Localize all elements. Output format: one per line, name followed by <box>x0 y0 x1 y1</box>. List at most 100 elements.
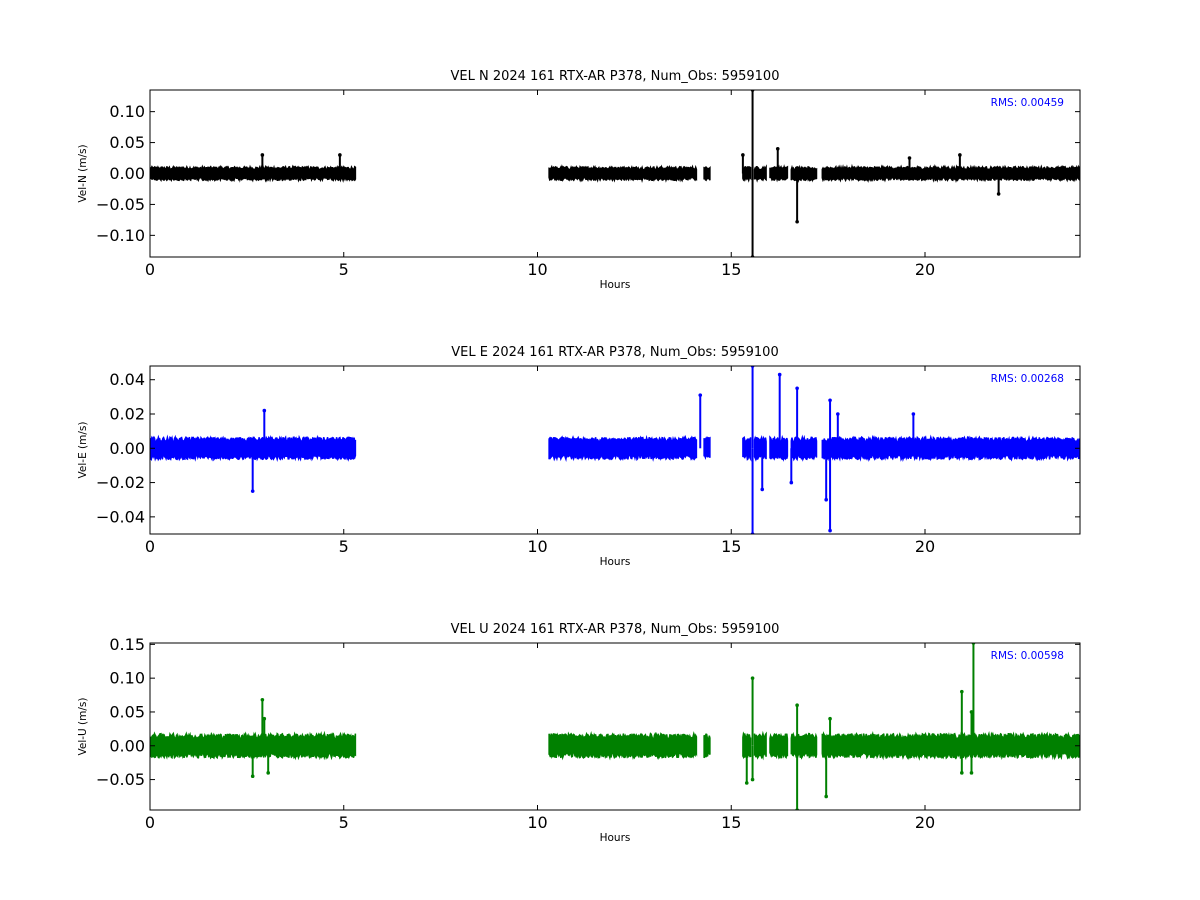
series-3-spike-point-8 <box>960 771 964 775</box>
y-tick-label: 0.00 <box>109 439 145 458</box>
series-2-spike-point-13 <box>262 408 267 413</box>
x-tick-label: 0 <box>145 260 155 279</box>
y-tick-label: 0.15 <box>109 635 145 654</box>
series-3-spike-point-6 <box>960 689 964 694</box>
series-2-spike-point-6 <box>828 398 832 403</box>
series-2-spike-point-11 <box>760 487 765 492</box>
x-tick-label: 15 <box>721 813 741 832</box>
rms-annotation: RMS: 0.00459 <box>991 97 1064 109</box>
y-tick-label: 0.05 <box>109 702 145 721</box>
y-axis-label: Vel-E (m/s) <box>77 422 89 479</box>
series-2-spike-point-3 <box>777 372 782 377</box>
series-2-spike-point-4 <box>795 386 799 391</box>
series-area <box>150 643 1080 810</box>
series-2-spike-point-5 <box>698 393 703 397</box>
x-tick-label: 20 <box>915 813 935 832</box>
chart-title: VEL U 2024 161 RTX-AR P378, Num_Obs: 595… <box>451 622 780 637</box>
series-3-spike-point-2 <box>750 777 755 782</box>
series-area <box>150 366 1080 534</box>
series-1-segment-3 <box>703 165 711 182</box>
series-2-spike-point-7 <box>836 412 840 416</box>
series-1-spike-point-4 <box>795 219 799 224</box>
x-tick-label: 10 <box>527 813 547 832</box>
x-tick-label: 5 <box>339 260 349 279</box>
series-1-spike-point-9 <box>907 156 912 160</box>
series-2-spike-point-9 <box>824 497 828 502</box>
y-tick-label: 0.02 <box>109 405 145 424</box>
rms-annotation: RMS: 0.00268 <box>991 373 1064 385</box>
series-1-spike-point-6 <box>260 153 265 157</box>
y-tick-label: −0.02 <box>96 473 145 492</box>
series-3-segment-3 <box>703 733 711 759</box>
series-2-segment-2 <box>548 434 698 463</box>
x-tick-label: 20 <box>915 537 935 556</box>
series-3-segment-5 <box>753 730 767 761</box>
series-3-spike-point-9 <box>969 771 974 775</box>
series-3-segment-4 <box>742 731 752 760</box>
series-2-spike-point-14 <box>911 412 916 416</box>
y-axis-label: Vel-U (m/s) <box>77 698 89 756</box>
panel-2: 0 5 10 15 20 −0.04 −0.02 0.00 0.02 0.04 VEL E 2024… <box>77 345 1081 568</box>
series-area <box>150 90 1080 257</box>
x-axis-label: Hours <box>600 556 631 568</box>
series-2-segment-1 <box>150 434 357 463</box>
y-tick-label: −0.05 <box>96 770 145 789</box>
series-1-segment-2 <box>548 164 698 184</box>
series-3-spike-point-15 <box>266 771 270 775</box>
series-3-segment-6 <box>769 732 789 760</box>
y-tick-label: −0.10 <box>96 226 145 245</box>
axes-frame <box>149 365 1081 535</box>
series-2-spike-point-8 <box>828 528 832 533</box>
series-1-spike-point-5 <box>741 153 745 157</box>
panel-3: 0 5 10 15 20 −0.05 0.00 0.05 0.10 0.15 VEL U 2024 … <box>77 622 1081 844</box>
x-axis-label: Hours <box>600 832 631 844</box>
y-tick-label: 0.04 <box>109 370 145 389</box>
series-1-spike-point-3 <box>775 146 780 151</box>
axes-frame <box>149 642 1081 811</box>
series-3-spike-point-7 <box>969 710 974 714</box>
series-1-segment-8 <box>821 163 1080 184</box>
series-2-segment-4 <box>742 436 752 462</box>
series-3-spike-point-11 <box>828 716 832 721</box>
y-tick-label: −0.05 <box>96 195 145 214</box>
y-axis-label: Vel-N (m/s) <box>77 144 89 202</box>
series-3-spike-point-12 <box>260 697 265 702</box>
series-2-segment-8 <box>821 434 1080 463</box>
rms-annotation: RMS: 0.00598 <box>991 650 1064 662</box>
series-2-segment-5 <box>753 434 767 462</box>
x-tick-label: 0 <box>145 813 155 832</box>
x-tick-label: 10 <box>527 260 547 279</box>
panel-1: 0 5 10 15 20 −0.10 −0.05 0.00 0.05 0.10 VEL N 2024… <box>77 69 1081 291</box>
series-3-spike-point-4 <box>795 703 799 708</box>
x-tick-label: 5 <box>339 813 349 832</box>
y-tick-label: 0.00 <box>109 736 145 755</box>
series-3-spike-point-1 <box>750 676 755 680</box>
x-tick-label: 10 <box>527 537 547 556</box>
y-tick-label: −0.04 <box>96 507 145 526</box>
chart-title: VEL E 2024 161 RTX-AR P378, Num_Obs: 595… <box>451 345 778 360</box>
series-2-spike-point-12 <box>250 489 255 493</box>
y-tick-label: 0.10 <box>109 669 145 688</box>
series-1-segment-5 <box>753 164 767 183</box>
series-1-spike-point-8 <box>958 153 962 157</box>
series-3-spike-point-14 <box>250 774 255 778</box>
series-1-segment-4 <box>742 165 752 183</box>
series-3-segment-1 <box>150 730 357 761</box>
x-tick-label: 15 <box>721 260 741 279</box>
series-2-segment-7 <box>790 434 818 462</box>
series-2-spike-point-10 <box>789 480 794 485</box>
series-3-spike-point-13 <box>262 716 267 721</box>
y-tick-label: 0.10 <box>109 102 145 121</box>
chart-title: VEL N 2024 161 RTX-AR P378, Num_Obs: 595… <box>451 69 780 84</box>
series-1-spike-point-10 <box>996 192 1001 196</box>
series-3-segment-8 <box>821 730 1080 761</box>
series-1-segment-1 <box>150 164 357 183</box>
x-tick-label: 5 <box>339 537 349 556</box>
x-tick-label: 15 <box>721 537 741 556</box>
series-3-spike-point-10 <box>824 794 828 799</box>
x-axis-label: Hours <box>600 279 631 291</box>
series-3-segment-2 <box>548 731 698 761</box>
series-1-spike-point-7 <box>338 153 342 157</box>
x-tick-label: 0 <box>145 537 155 556</box>
